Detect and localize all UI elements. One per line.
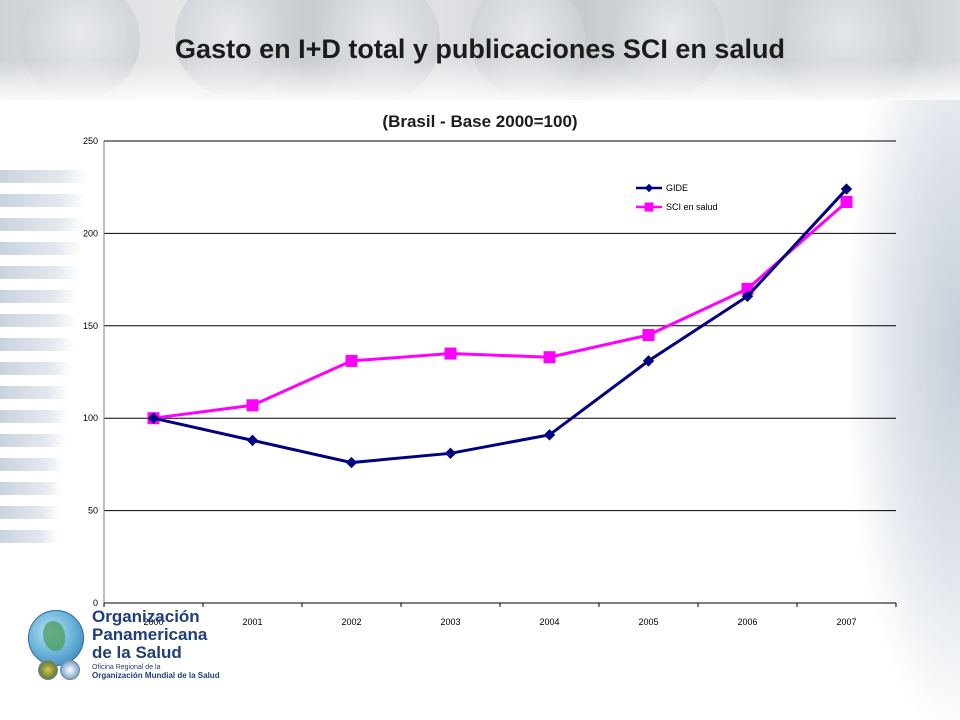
data-point-sci-en-salud [345, 354, 358, 367]
y-tick-label: 150 [83, 321, 98, 331]
data-point-gide [741, 290, 754, 302]
legend-entry: GIDE [636, 183, 688, 193]
data-point-sci-en-salud [642, 329, 655, 342]
data-point-gide [543, 429, 556, 441]
legend-label: GIDE [666, 183, 688, 193]
data-point-gide [444, 447, 457, 460]
y-tick-label: 50 [88, 506, 98, 516]
x-tick-label: 2005 [638, 617, 658, 627]
y-tick-label: 100 [83, 413, 98, 423]
globe-background [850, 100, 960, 720]
x-tick-label: 2007 [836, 617, 856, 627]
banner-fade [0, 60, 960, 100]
x-tick-label: 2004 [539, 617, 559, 627]
data-point-gide [840, 183, 853, 195]
paho-emblem-icon [38, 660, 58, 680]
logo-line-1: Organización [92, 607, 200, 626]
data-point-gide [345, 456, 358, 469]
grid-lines [104, 140, 896, 512]
logo-line-5: Organización Mundial de la Salud [92, 671, 220, 680]
globe-logo-icon [28, 610, 84, 666]
x-tick-label: 2003 [440, 617, 460, 627]
who-emblem-icon [60, 660, 80, 680]
x-tick-label: 2006 [737, 617, 757, 627]
series-sci-en-salud [147, 195, 853, 425]
logo-line-3: de la Salud [92, 643, 182, 662]
series-gide [147, 183, 853, 469]
y-tick-label: 0 [93, 598, 98, 608]
data-point-sci-en-salud [644, 202, 654, 212]
legend-entry: SCI en salud [636, 202, 718, 212]
chart-title: (Brasil - Base 2000=100) [382, 112, 578, 131]
data-point-sci-en-salud [246, 399, 259, 412]
decorative-stripes [0, 170, 90, 560]
data-point-sci-en-salud [543, 351, 556, 364]
data-point-sci-en-salud [840, 195, 853, 208]
x-tick-label: 2002 [341, 617, 361, 627]
data-point-gide [147, 412, 160, 424]
x-tick-label: 2001 [242, 617, 262, 627]
series-line [153, 188, 848, 465]
data-point-gide [246, 434, 259, 447]
data-point-gide [642, 355, 655, 367]
legend: GIDE SCI en salud [632, 178, 732, 218]
paho-logo: Organización Panamericana de la Salud Of… [26, 606, 246, 686]
axes: 0 50 100 150 200 250 2000 2001 2002 2003 2004 2005 2… [83, 136, 897, 627]
logo-line-2: Panamericana [92, 625, 208, 644]
header-banner [0, 0, 960, 100]
x-tick-label: 2000 [143, 617, 163, 627]
slide-title: Gasto en I+D total y publicaciones SCI e… [175, 34, 785, 64]
series [147, 183, 853, 469]
data-point-sci-en-salud [444, 347, 457, 360]
y-tick-label: 200 [83, 228, 98, 238]
data-point-gide [644, 183, 654, 193]
legend-label: SCI en salud [666, 202, 718, 212]
series-line [153, 200, 848, 420]
y-tick-label: 250 [83, 136, 98, 146]
logo-line-4: Oficina Regional de la [92, 664, 161, 671]
